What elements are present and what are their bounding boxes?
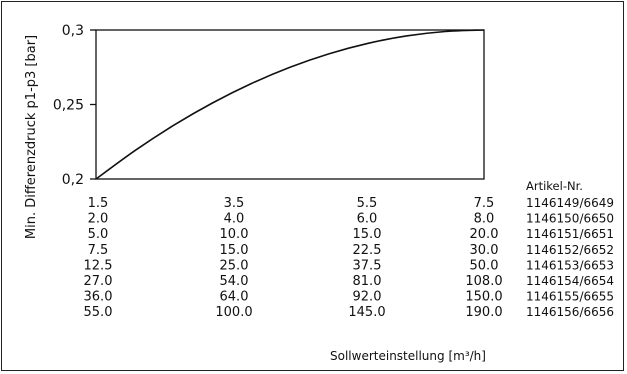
x-value-label: 64.0 [220,290,249,305]
x-value-label: 10.0 [220,227,249,242]
x-value-label: 5.0 [88,227,109,242]
x-value-label: 15.0 [353,227,382,242]
x-value-label: 30.0 [470,243,499,258]
y-tick-label: 0,3 [62,23,84,39]
y-tick-label: 0,25 [53,98,84,114]
x-value-label: 25.0 [220,258,249,273]
x-value-label: 150.0 [465,290,502,305]
x-axis-label: Sollwerteinstellung [m³/h] [330,349,486,363]
article-number: 1146156/6656 [526,305,614,319]
article-number: 1146154/6654 [526,274,614,288]
x-value-label: 15.0 [220,243,249,258]
article-number: 1146150/6650 [526,212,614,226]
x-value-label: 6.0 [357,212,378,227]
x-value-label: 7.5 [88,243,109,258]
x-value-label: 36.0 [84,290,113,305]
x-value-label: 4.0 [224,212,245,227]
x-value-label: 190.0 [465,305,502,320]
y-tick-label: 0,2 [62,172,84,188]
x-value-label: 54.0 [220,274,249,289]
x-value-label: 3.5 [224,196,245,211]
x-value-label: 100.0 [215,305,252,320]
article-number: 1146151/6651 [526,227,614,241]
x-value-label: 50.0 [470,258,499,273]
y-axis-label: Min. Differenzdruck p1-p3 [bar] [24,35,39,239]
article-number: 1146152/6652 [526,243,614,257]
table-header: Artikel-Nr. [526,179,583,193]
x-value-label: 92.0 [353,290,382,305]
x-value-label: 108.0 [465,274,502,289]
article-number: 1146149/6649 [526,196,614,210]
x-value-label: 5.5 [357,196,378,211]
article-number: 1146155/6655 [526,290,614,304]
value-table: Artikel-Nr. 1.5 3.5 5.5 7.5 1146149/6649 2.0 4.… [84,179,615,320]
x-value-label: 22.5 [353,243,382,258]
plot-border [95,29,485,180]
x-value-label: 8.0 [474,212,495,227]
article-number: 1146153/6653 [526,258,614,272]
x-value-label: 81.0 [353,274,382,289]
x-value-label: 20.0 [470,227,499,242]
x-value-label: 2.0 [88,212,109,227]
x-value-label: 37.5 [353,258,382,273]
series-line-0 [95,29,485,180]
plot-area [95,29,485,180]
x-value-label: 12.5 [84,258,113,273]
x-value-label: 1.5 [88,196,109,211]
x-value-label: 27.0 [84,274,113,289]
y-ticks: 0,3 0,25 0,2 [53,23,96,188]
x-value-label: 7.5 [474,196,495,211]
x-value-label: 145.0 [348,305,385,320]
x-value-label: 55.0 [84,305,113,320]
